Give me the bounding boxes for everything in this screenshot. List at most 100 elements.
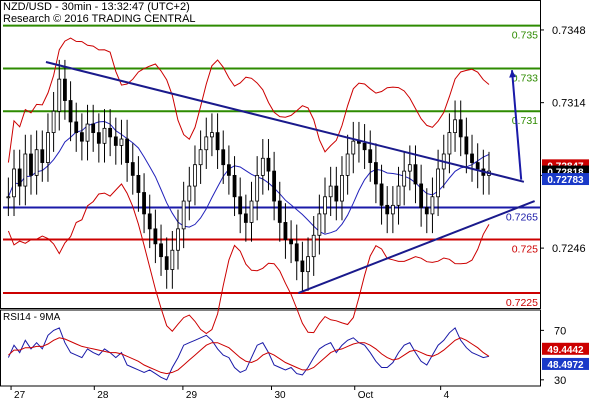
candle-body (475, 162, 480, 170)
candle-body (63, 78, 67, 101)
candle-body (243, 213, 248, 223)
projection-arrow-head (509, 70, 517, 78)
level-label: 0.7265 (506, 211, 538, 223)
candle-body (311, 234, 316, 258)
level-label: 0.731 (512, 115, 538, 127)
rsi-panel-frame (0, 309, 541, 387)
candle-body (187, 185, 192, 202)
candle-body (289, 239, 293, 245)
candle-body (396, 185, 401, 206)
candle-body (294, 243, 299, 262)
candle-body (351, 140, 356, 155)
candle-body (385, 204, 390, 215)
candle-body (74, 121, 79, 134)
candle-body (362, 142, 367, 151)
rsi-badge-label: 48.4972 (547, 360, 584, 371)
candle-body (255, 174, 260, 202)
candle-body (119, 138, 124, 146)
rsi-badge (542, 357, 589, 370)
candle-body (12, 168, 16, 198)
candle-body (458, 119, 463, 138)
candle-body (266, 157, 271, 172)
bollinger-lower-band (7, 183, 490, 335)
candle-body (108, 127, 113, 138)
rsi-panel-label: RSI14 - 9MA (3, 312, 61, 323)
candle-body (368, 149, 373, 163)
candle-body (46, 132, 50, 163)
candle-body (300, 260, 305, 273)
candle-body (413, 164, 418, 185)
y-tick-label: 0.7348 (552, 25, 586, 37)
rsi-tick-label: 70 (554, 325, 566, 337)
candle-body (130, 162, 135, 176)
rsi-line (7, 327, 490, 381)
projection-arrow-line (511, 70, 523, 180)
candle-body (164, 256, 169, 270)
candle-body (402, 170, 407, 187)
level-label: 0.733 (512, 72, 538, 84)
candle-body (159, 243, 163, 258)
candle-body (40, 149, 45, 163)
candle-body (68, 100, 73, 123)
candle-body (226, 164, 231, 176)
candle-body (345, 153, 350, 176)
x-tick-label: 30 (275, 390, 287, 400)
chart-title: NZD/USD - 30min - 13:32:47 (UTC+2) (3, 1, 190, 13)
candle-body (102, 127, 107, 144)
candle-body (96, 132, 101, 144)
candle-body (373, 162, 378, 185)
candle-body (147, 213, 152, 230)
x-tick-label: Oct (358, 390, 374, 400)
candle-body (306, 256, 310, 273)
candle-body (317, 213, 322, 236)
candle-body (193, 164, 197, 187)
candle-body (447, 132, 452, 155)
candle-body (57, 78, 62, 112)
rsi-badge-label: 49.4442 (547, 345, 584, 356)
candle-body (6, 196, 11, 199)
chart-subtitle: Research © 2016 TRADING CENTRAL (3, 13, 196, 25)
candle-body (238, 196, 243, 215)
candle-body (23, 153, 28, 187)
level-label: 0.725 (512, 244, 538, 256)
candle-body (29, 153, 33, 176)
candle-body (453, 119, 457, 134)
candle-body (464, 136, 469, 155)
y-tick-label: 0.7246 (552, 243, 586, 255)
candle-body (85, 123, 90, 142)
candle-body (260, 157, 265, 176)
x-tick-label: 29 (186, 390, 198, 400)
candle-body (283, 222, 288, 240)
candle-body (17, 168, 22, 187)
candle-body (436, 168, 440, 198)
x-tick-label: 27 (14, 390, 26, 400)
candle-body (340, 174, 344, 202)
bollinger-upper-band (7, 37, 490, 163)
candle-body (91, 123, 96, 134)
candle-body (215, 132, 220, 151)
candle-body (232, 174, 237, 198)
candle-body (153, 228, 158, 245)
candle-body (113, 136, 118, 146)
candle-body (390, 204, 395, 215)
rsi-badge (542, 342, 589, 355)
trend-line (297, 200, 535, 294)
price-badge (542, 173, 589, 186)
candle-body (198, 149, 203, 166)
main-panel-frame (0, 0, 541, 309)
candle-body (323, 196, 327, 215)
candle-body (136, 174, 141, 193)
candle-body (170, 249, 175, 270)
candle-body (34, 149, 39, 176)
x-tick-label: 4 (444, 390, 450, 400)
candle-body (272, 170, 277, 202)
candle-body (249, 200, 254, 223)
candle-body (79, 132, 84, 142)
candle-body (430, 196, 435, 215)
candle-body (51, 110, 56, 134)
x-tick-label: 28 (97, 390, 109, 400)
candle-body (125, 138, 130, 163)
candle-body (379, 183, 384, 206)
candle-body (210, 132, 214, 138)
